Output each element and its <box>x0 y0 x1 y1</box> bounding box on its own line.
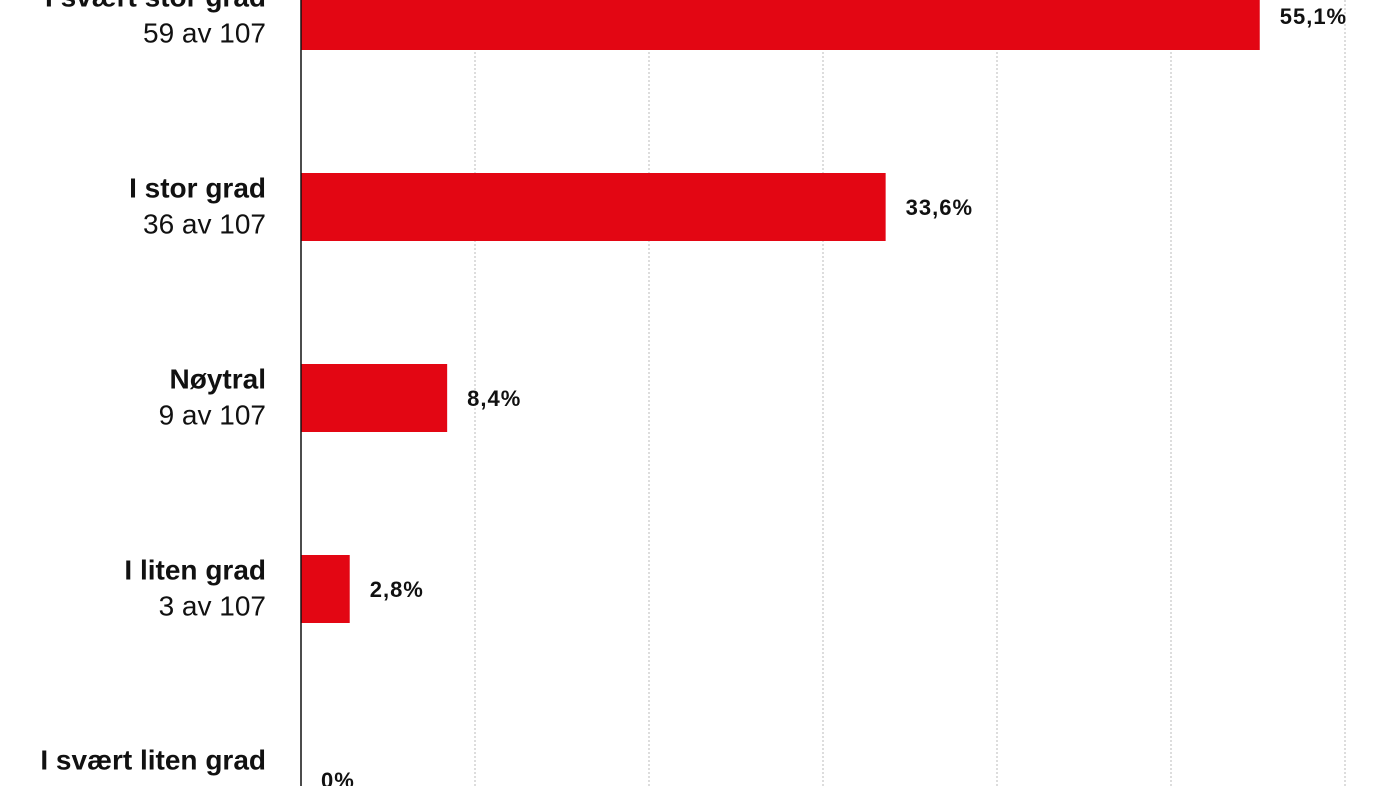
category-label: I svært liten grad <box>40 744 266 775</box>
category-sublabel: 3 av 107 <box>159 590 266 621</box>
category-label: I stor grad <box>129 172 266 203</box>
category-label: I liten grad <box>124 554 266 585</box>
bar <box>301 364 448 432</box>
category-sublabel: 9 av 107 <box>159 399 266 430</box>
bar <box>301 555 350 623</box>
value-label: 0% <box>321 768 355 786</box>
value-label: 55,1% <box>1280 4 1347 29</box>
category-label: Nøytral <box>170 363 266 394</box>
value-label: 2,8% <box>370 577 424 602</box>
value-label: 33,6% <box>906 195 973 220</box>
bar <box>301 0 1260 50</box>
category-label: I svært stor grad <box>45 0 266 12</box>
value-label: 8,4% <box>467 386 521 411</box>
category-sublabel: 59 av 107 <box>143 17 266 48</box>
category-sublabel: 36 av 107 <box>143 208 266 239</box>
bar <box>301 173 886 241</box>
